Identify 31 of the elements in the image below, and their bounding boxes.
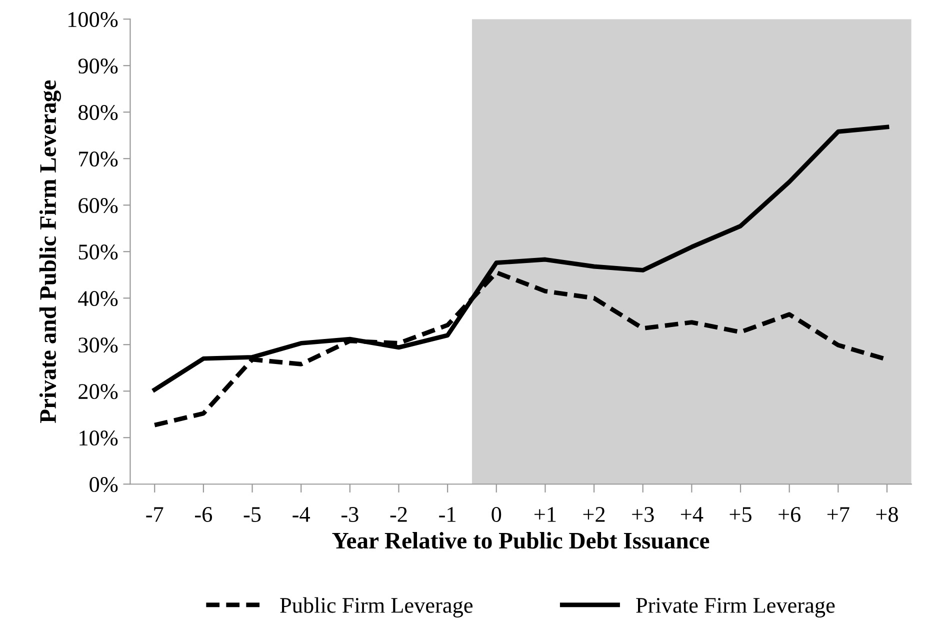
y-tick-label: 20% (78, 384, 118, 400)
x-tick-label: 0 (492, 506, 502, 522)
y-tick-label: 50% (78, 244, 118, 260)
x-tick-label: -7 (146, 507, 164, 522)
x-tick-label: +7 (827, 507, 850, 522)
x-tick-label: +4 (680, 507, 704, 522)
y-tick-label: 0% (90, 477, 118, 492)
x-tick-label: +8 (876, 506, 898, 522)
x-tick-label: +5 (730, 507, 752, 522)
y-tick-label: 80% (78, 105, 118, 120)
y-tick-label: 10% (80, 430, 118, 446)
y-tick-label: 100% (68, 12, 118, 28)
x-axis-title: Year Relative to Public Debt Issuance (332, 532, 710, 549)
x-tick-label: +2 (583, 507, 605, 522)
y-tick-label: 30% (78, 338, 118, 353)
x-tick-label: +6 (778, 507, 800, 522)
x-tick-label: -4 (292, 507, 310, 522)
x-tick-label: +3 (632, 507, 654, 522)
legend-label: Private Firm Leverage (636, 598, 835, 618)
legend-label: Public Firm Leverage (280, 597, 473, 618)
x-tick-label: -5 (244, 507, 261, 522)
x-tick-label: -6 (195, 507, 212, 522)
x-tick-label: -3 (341, 507, 358, 522)
x-tick-label: +1 (534, 507, 556, 522)
y-tick-label: 90% (78, 58, 118, 74)
x-tick-label: -1 (439, 507, 456, 522)
y-tick-label: 60% (78, 198, 118, 214)
y-tick-label: 40% (78, 291, 118, 306)
y-tick-label: 70% (79, 152, 118, 167)
y-axis-title: Private and Public Firm Leverage (39, 80, 61, 424)
x-tick-label: -2 (390, 507, 407, 522)
